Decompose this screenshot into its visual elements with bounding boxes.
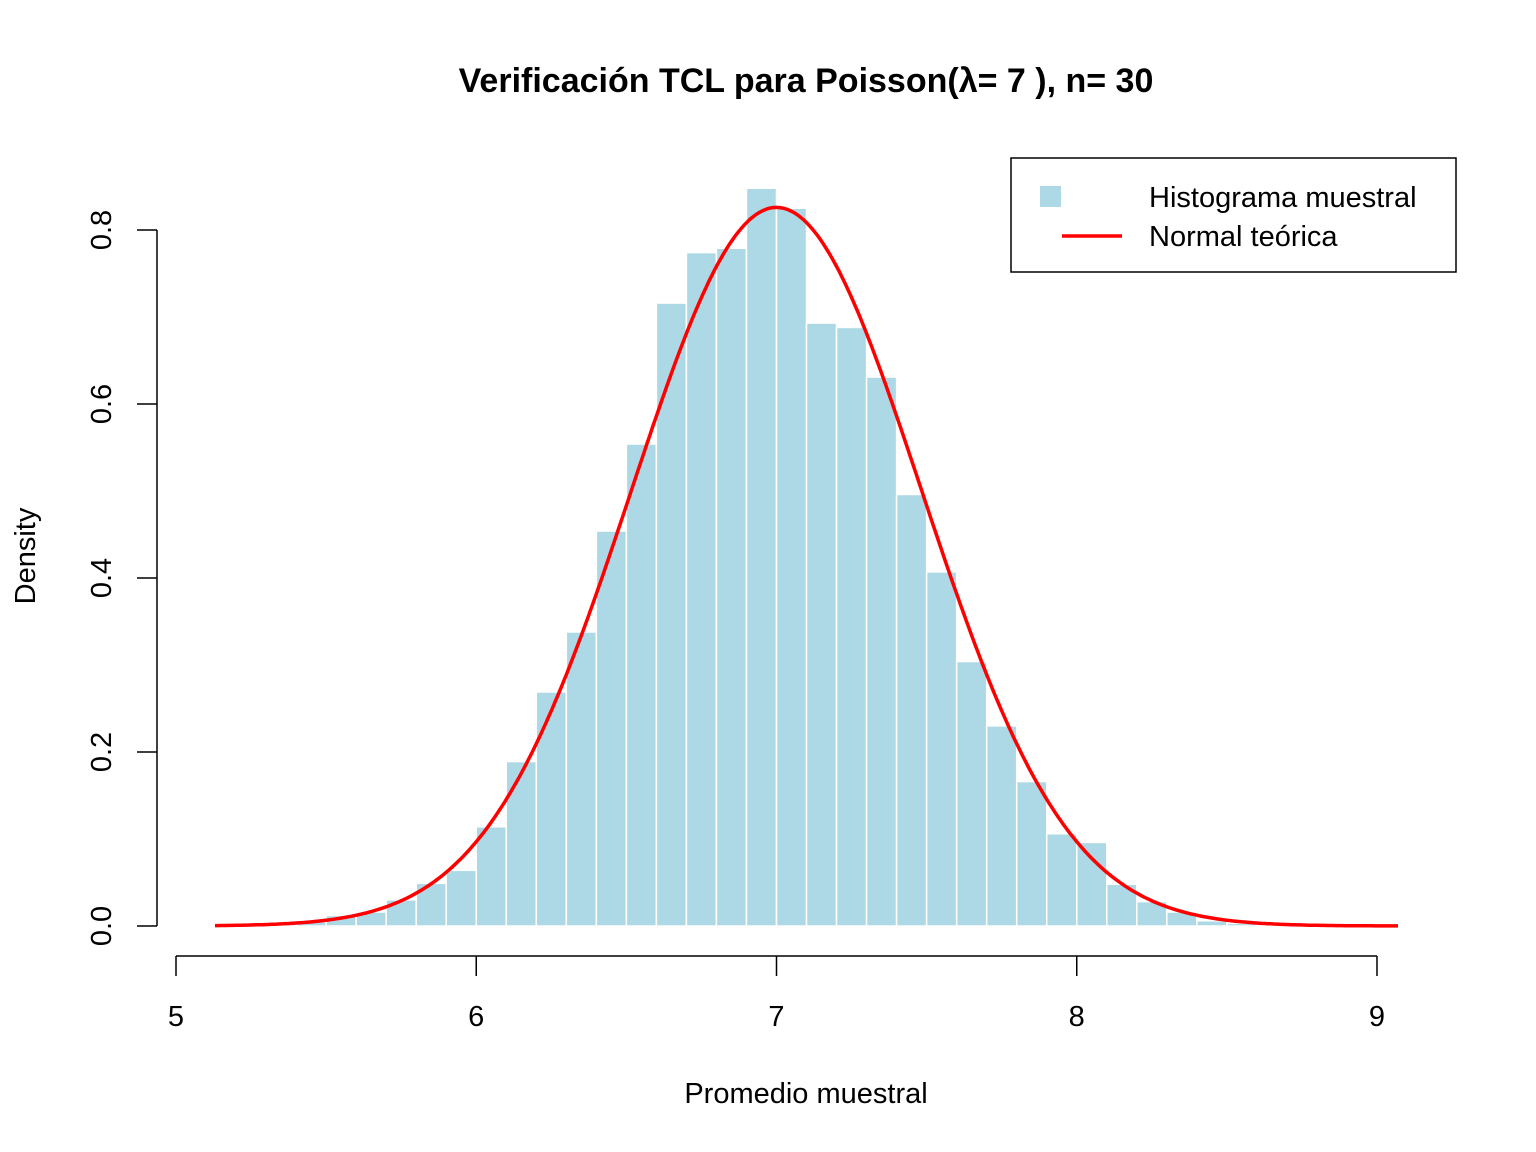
y-axis-label: Density [10, 507, 42, 604]
histogram-bar-14 [625, 443, 658, 927]
x-tick-label-1: 6 [468, 1001, 484, 1033]
histogram-bar-27 [1015, 780, 1048, 927]
histogram-bar-11 [535, 691, 568, 927]
normal-curve-line [215, 205, 1398, 928]
y-tick-label-2: 0.4 [86, 558, 118, 598]
histogram-bar-24 [925, 571, 958, 927]
histogram-bar-28 [1045, 833, 1078, 927]
x-axis: 5 6 7 8 9 [168, 955, 1385, 1033]
legend-swatch-histogram [1040, 186, 1061, 207]
histogram-bar-23 [895, 493, 928, 927]
x-tick-label-3: 8 [1069, 1001, 1085, 1033]
x-tick-label-2: 7 [768, 1001, 784, 1033]
chart-title: Verificación TCL para Poisson(λ= 7 ), n=… [459, 62, 1154, 100]
histogram-bar-22 [865, 376, 898, 927]
histogram-bar-33 [1196, 920, 1228, 927]
histogram-bar-26 [985, 725, 1018, 927]
histogram-bar-9 [475, 826, 508, 927]
histogram-bar-12 [565, 631, 598, 927]
histogram-bar-29 [1076, 841, 1108, 927]
x-axis-label: Promedio muestral [684, 1078, 927, 1110]
histogram-bar-8 [445, 869, 478, 927]
histogram-bar-19 [775, 207, 808, 927]
y-tick-label-1: 0.2 [86, 732, 118, 772]
legend-label-histogram: Histograma muestral [1149, 182, 1417, 214]
histogram-bar-25 [955, 660, 988, 927]
histogram-bar-17 [715, 247, 748, 927]
normal-curve-layer [215, 205, 1398, 928]
histogram-bar-30 [1106, 883, 1138, 927]
histogram-bar-18 [745, 187, 778, 927]
histogram-bars [205, 187, 1258, 927]
y-tick-label-4: 0.8 [86, 210, 118, 250]
histogram-bar-21 [835, 326, 868, 927]
x-tick-label-0: 5 [168, 1001, 184, 1033]
histogram-bar-10 [505, 760, 538, 927]
y-tick-label-3: 0.6 [86, 384, 118, 424]
legend-label-normal: Normal teórica [1149, 221, 1338, 253]
y-axis: 0.0 0.2 0.4 0.6 0.8 [86, 210, 158, 946]
histogram-bar-16 [685, 251, 718, 927]
x-tick-label-4: 9 [1369, 1001, 1385, 1033]
legend-box [1010, 157, 1457, 273]
histogram-bar-20 [805, 322, 838, 927]
y-tick-label-0: 0.0 [86, 906, 118, 946]
histogram-bar-15 [655, 302, 688, 927]
legend: Histograma muestral Normal teórica [1010, 157, 1457, 273]
histogram-bar-13 [595, 530, 628, 927]
